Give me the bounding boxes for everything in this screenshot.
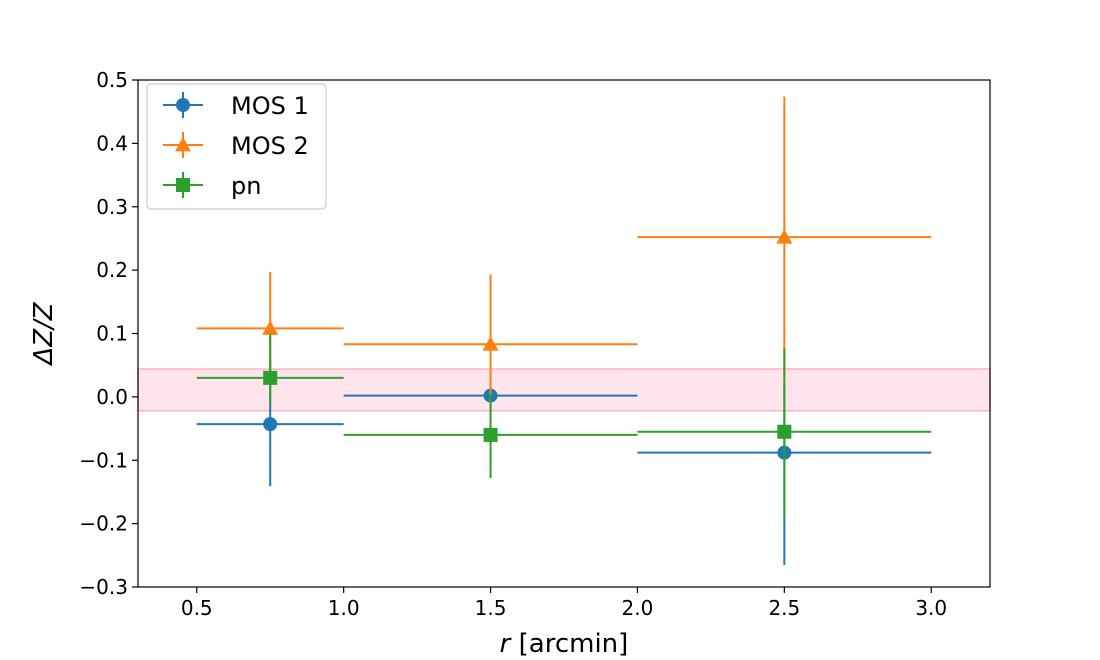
y-tick-label: 0.3 <box>96 195 128 219</box>
legend-entry-mos-1: MOS 1 <box>163 92 309 120</box>
legend-box <box>146 83 327 210</box>
legend-label-mos-1: MOS 1 <box>231 92 309 120</box>
legend-label-pn: pn <box>231 172 261 200</box>
x-axis-ticks: 0.5 1.0 1.5 2.0 2.5 3.0 <box>181 587 947 620</box>
legend-label-mos-2: MOS 2 <box>231 132 309 160</box>
series-layer <box>196 96 932 565</box>
y-axis-ticks: −0.3 −0.2 −0.1 0.0 0.1 0.2 0.3 0.4 0.5 <box>79 68 138 599</box>
data-point-mos-2 <box>482 336 499 351</box>
series-pn <box>196 333 932 518</box>
legend-marker-mos-2 <box>175 137 191 152</box>
y-tick-label: −0.3 <box>79 575 128 599</box>
y-axis-label: ΔZ/Z <box>29 301 59 366</box>
data-point-pn <box>483 427 498 442</box>
data-point-pn <box>263 370 278 385</box>
data-point-mos-1 <box>263 417 278 432</box>
legend-entry-mos-2: MOS 2 <box>163 132 309 160</box>
y-tick-label: 0.1 <box>96 322 128 346</box>
data-point-mos-2 <box>776 229 793 244</box>
x-tick-label: 1.5 <box>475 596 507 620</box>
y-tick-label: 0.2 <box>96 258 128 282</box>
data-point-pn <box>777 424 792 439</box>
legend-entry-pn: pn <box>163 172 261 200</box>
x-axis-label-var: r <box>500 629 513 659</box>
y-tick-label: 0.0 <box>96 385 128 409</box>
legend-marker-pn <box>176 178 190 192</box>
x-tick-label: 1.0 <box>328 596 360 620</box>
x-tick-label: 3.0 <box>915 596 947 620</box>
legend-marker-mos-1 <box>176 98 190 112</box>
x-axis-label-unit: [arcmin] <box>510 629 628 659</box>
data-point-mos-2 <box>262 320 279 335</box>
x-tick-label: 0.5 <box>181 596 213 620</box>
y-tick-label: 0.4 <box>96 131 128 155</box>
y-tick-label: −0.1 <box>79 448 128 472</box>
x-axis-label: r [arcmin] <box>500 629 629 659</box>
y-tick-label: −0.2 <box>79 512 128 536</box>
reference-band <box>137 368 991 412</box>
legend: MOS 1 MOS 2 pn <box>146 83 327 210</box>
x-tick-label: 2.5 <box>768 596 800 620</box>
band-layer <box>137 368 991 412</box>
x-tick-label: 2.0 <box>622 596 654 620</box>
y-tick-label: 0.5 <box>96 68 128 92</box>
series-mos-2 <box>196 96 932 415</box>
